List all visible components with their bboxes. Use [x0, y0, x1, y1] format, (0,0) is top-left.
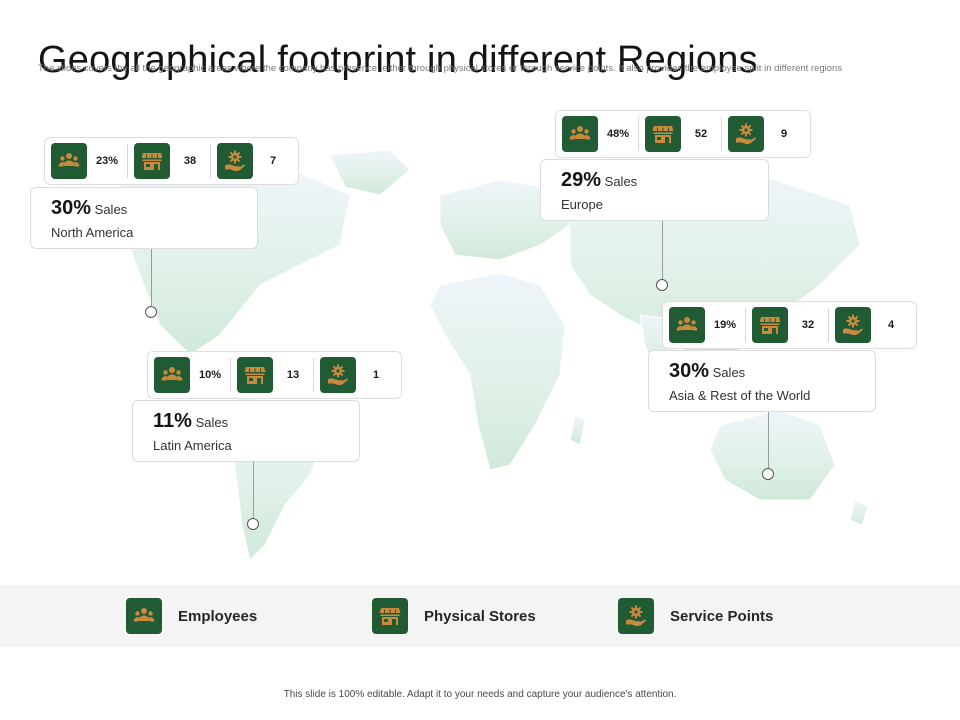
sales-box-europe: 29% Sales Europe — [540, 159, 769, 221]
map-africa — [429, 272, 566, 471]
service-hand-gear-icon — [618, 598, 654, 634]
service-hand-gear-icon — [320, 357, 356, 393]
connector-north-america — [151, 249, 152, 307]
store-icon — [752, 307, 788, 343]
stat-stores: 32 — [745, 307, 828, 343]
store-icon — [237, 357, 273, 393]
marker-north-america — [145, 306, 157, 318]
map-madagascar — [569, 414, 586, 446]
service-hand-gear-icon — [217, 143, 253, 179]
service-hand-gear-icon — [728, 116, 764, 152]
employees-icon — [51, 143, 87, 179]
page-subtitle: The slides covers the all the geographic… — [38, 63, 843, 74]
sales-percent: 29% — [561, 169, 602, 191]
employees-icon — [562, 116, 598, 152]
stat-stores: 13 — [230, 357, 313, 393]
stat-stores: 52 — [638, 116, 721, 152]
service-points-value: 9 — [780, 128, 788, 140]
service-hand-gear-icon — [835, 307, 871, 343]
stores-value: 13 — [286, 369, 300, 381]
employees-value: 10% — [198, 369, 222, 381]
stat-service-points: 4 — [828, 307, 911, 343]
marker-latin-america — [247, 518, 259, 530]
sales-word: Sales — [195, 415, 229, 430]
map-europe — [439, 179, 571, 261]
sales-percent: 30% — [51, 197, 92, 219]
legend-label: Service Points — [670, 607, 774, 625]
sales-line: 30% Sales — [669, 360, 875, 383]
connector-europe — [662, 221, 663, 280]
sales-word: Sales — [94, 202, 128, 217]
service-points-value: 4 — [887, 319, 895, 331]
legend-item-service-points: Service Points — [618, 598, 773, 634]
page-title: Geographical footprint in different Regi… — [38, 39, 758, 82]
sales-box-latin-america: 11% Sales Latin America — [132, 400, 360, 462]
stat-bar-asia: 19% 32 4 — [662, 301, 917, 349]
sales-percent: 30% — [669, 360, 710, 382]
sales-word: Sales — [712, 365, 746, 380]
stat-bar-europe: 48% 52 9 — [555, 110, 811, 158]
legend: Employees Physical Stores Service Points — [0, 585, 960, 647]
region-name: Latin America — [153, 438, 232, 453]
employees-icon — [126, 598, 162, 634]
region-name: Asia & Rest of the World — [669, 388, 811, 403]
sales-line: 11% Sales — [153, 410, 359, 433]
employees-value: 19% — [713, 319, 737, 331]
sales-word: Sales — [604, 174, 638, 189]
stat-employees: 10% — [148, 352, 230, 398]
stores-value: 52 — [694, 128, 708, 140]
marker-europe — [656, 279, 668, 291]
region-name: North America — [51, 225, 134, 240]
employees-value: 48% — [606, 128, 630, 140]
stores-value: 32 — [801, 319, 815, 331]
legend-label: Employees — [178, 607, 258, 625]
sales-box-north-america: 30% Sales North America — [30, 187, 258, 249]
legend-item-employees: Employees — [126, 598, 257, 634]
sales-line: 30% Sales — [51, 197, 257, 220]
map-australia — [709, 409, 836, 501]
store-icon — [134, 143, 170, 179]
legend-item-physical-stores: Physical Stores — [372, 598, 536, 634]
stat-employees: 23% — [45, 138, 127, 184]
stat-bar-north-america: 23% 38 7 — [44, 137, 299, 185]
employees-value: 23% — [95, 155, 119, 167]
connector-latin-america — [253, 462, 254, 519]
stat-employees: 19% — [663, 302, 745, 348]
store-icon — [645, 116, 681, 152]
service-points-value: 1 — [372, 369, 380, 381]
map-new-zealand — [849, 499, 869, 526]
store-icon — [372, 598, 408, 634]
sales-box-asia: 30% Sales Asia & Rest of the World — [648, 350, 876, 412]
map-greenland — [329, 149, 411, 196]
service-points-value: 7 — [269, 155, 277, 167]
sales-line: 29% Sales — [561, 169, 768, 192]
stat-service-points: 9 — [721, 116, 804, 152]
employees-icon — [669, 307, 705, 343]
legend-label: Physical Stores — [424, 607, 536, 625]
stat-bar-latin-america: 10% 13 1 — [147, 351, 402, 399]
region-name: Europe — [561, 197, 603, 212]
stat-service-points: 1 — [313, 357, 396, 393]
connector-asia — [768, 412, 769, 469]
stat-stores: 38 — [127, 143, 210, 179]
sales-percent: 11% — [153, 410, 192, 432]
marker-asia — [762, 468, 774, 480]
stores-value: 38 — [183, 155, 197, 167]
employees-icon — [154, 357, 190, 393]
stat-employees: 48% — [556, 111, 638, 157]
footer-note: This slide is 100% editable. Adapt it to… — [283, 689, 677, 700]
stat-service-points: 7 — [210, 143, 293, 179]
